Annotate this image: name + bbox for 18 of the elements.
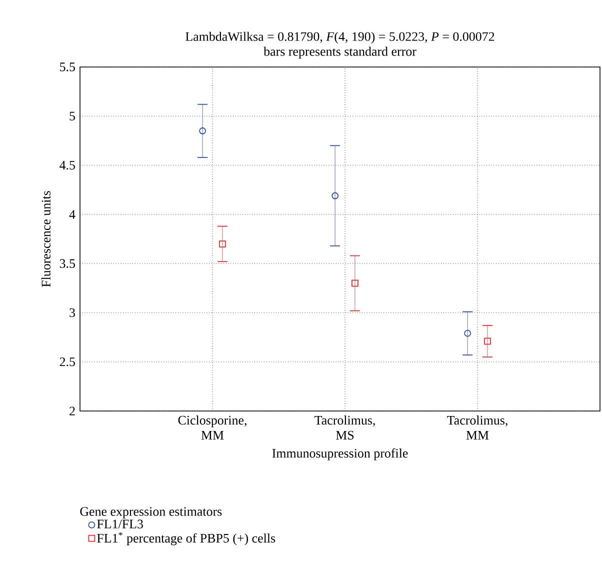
x-axis-title: Immunosupression profile bbox=[272, 448, 408, 460]
x-tick-label: Tacrolimus, MM bbox=[447, 416, 508, 440]
y-axis-title: Fluorescence units bbox=[41, 191, 50, 287]
legend-label: FL1$^{*}$ percentage of PBP5 (+) cells bbox=[97, 532, 276, 546]
y-tick-label: 2 bbox=[70, 406, 75, 416]
y-tick-label: 2.5 bbox=[60, 357, 75, 366]
legend-title: Gene expression estimators bbox=[80, 507, 222, 519]
x-tick-label: Tacrolimus, MS bbox=[314, 416, 375, 440]
y-tick-label: 4 bbox=[69, 210, 76, 219]
legend-label: FL1/FL3 bbox=[97, 520, 143, 528]
y-tick-label: 5 bbox=[70, 112, 75, 120]
y-tick-label: 3 bbox=[70, 308, 75, 318]
x-tick-label: Ciclosporine, MM bbox=[178, 416, 246, 440]
y-tick-label: 3.5 bbox=[60, 259, 75, 268]
chart-title: LambdaWilksa = 0.81790, F(4, 190) = 5.0223, P = 0.00072 bbox=[186, 32, 494, 44]
y-tick-label: 5.5 bbox=[60, 62, 75, 72]
y-tick-label: 4.5 bbox=[60, 160, 75, 170]
chart-subtitle: bars represents standard error bbox=[264, 46, 416, 58]
